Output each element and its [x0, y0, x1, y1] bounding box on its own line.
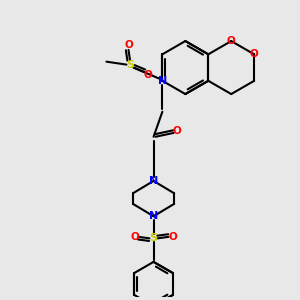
Text: S: S — [126, 60, 134, 70]
Text: S: S — [150, 233, 158, 243]
Text: O: O — [168, 232, 177, 242]
Text: O: O — [143, 70, 152, 80]
Text: O: O — [124, 40, 133, 50]
Text: N: N — [158, 76, 167, 86]
Text: O: O — [227, 36, 236, 46]
Text: O: O — [130, 232, 139, 242]
Text: N: N — [149, 211, 158, 221]
Text: O: O — [173, 126, 182, 136]
Text: N: N — [149, 176, 158, 186]
Text: O: O — [250, 49, 259, 59]
